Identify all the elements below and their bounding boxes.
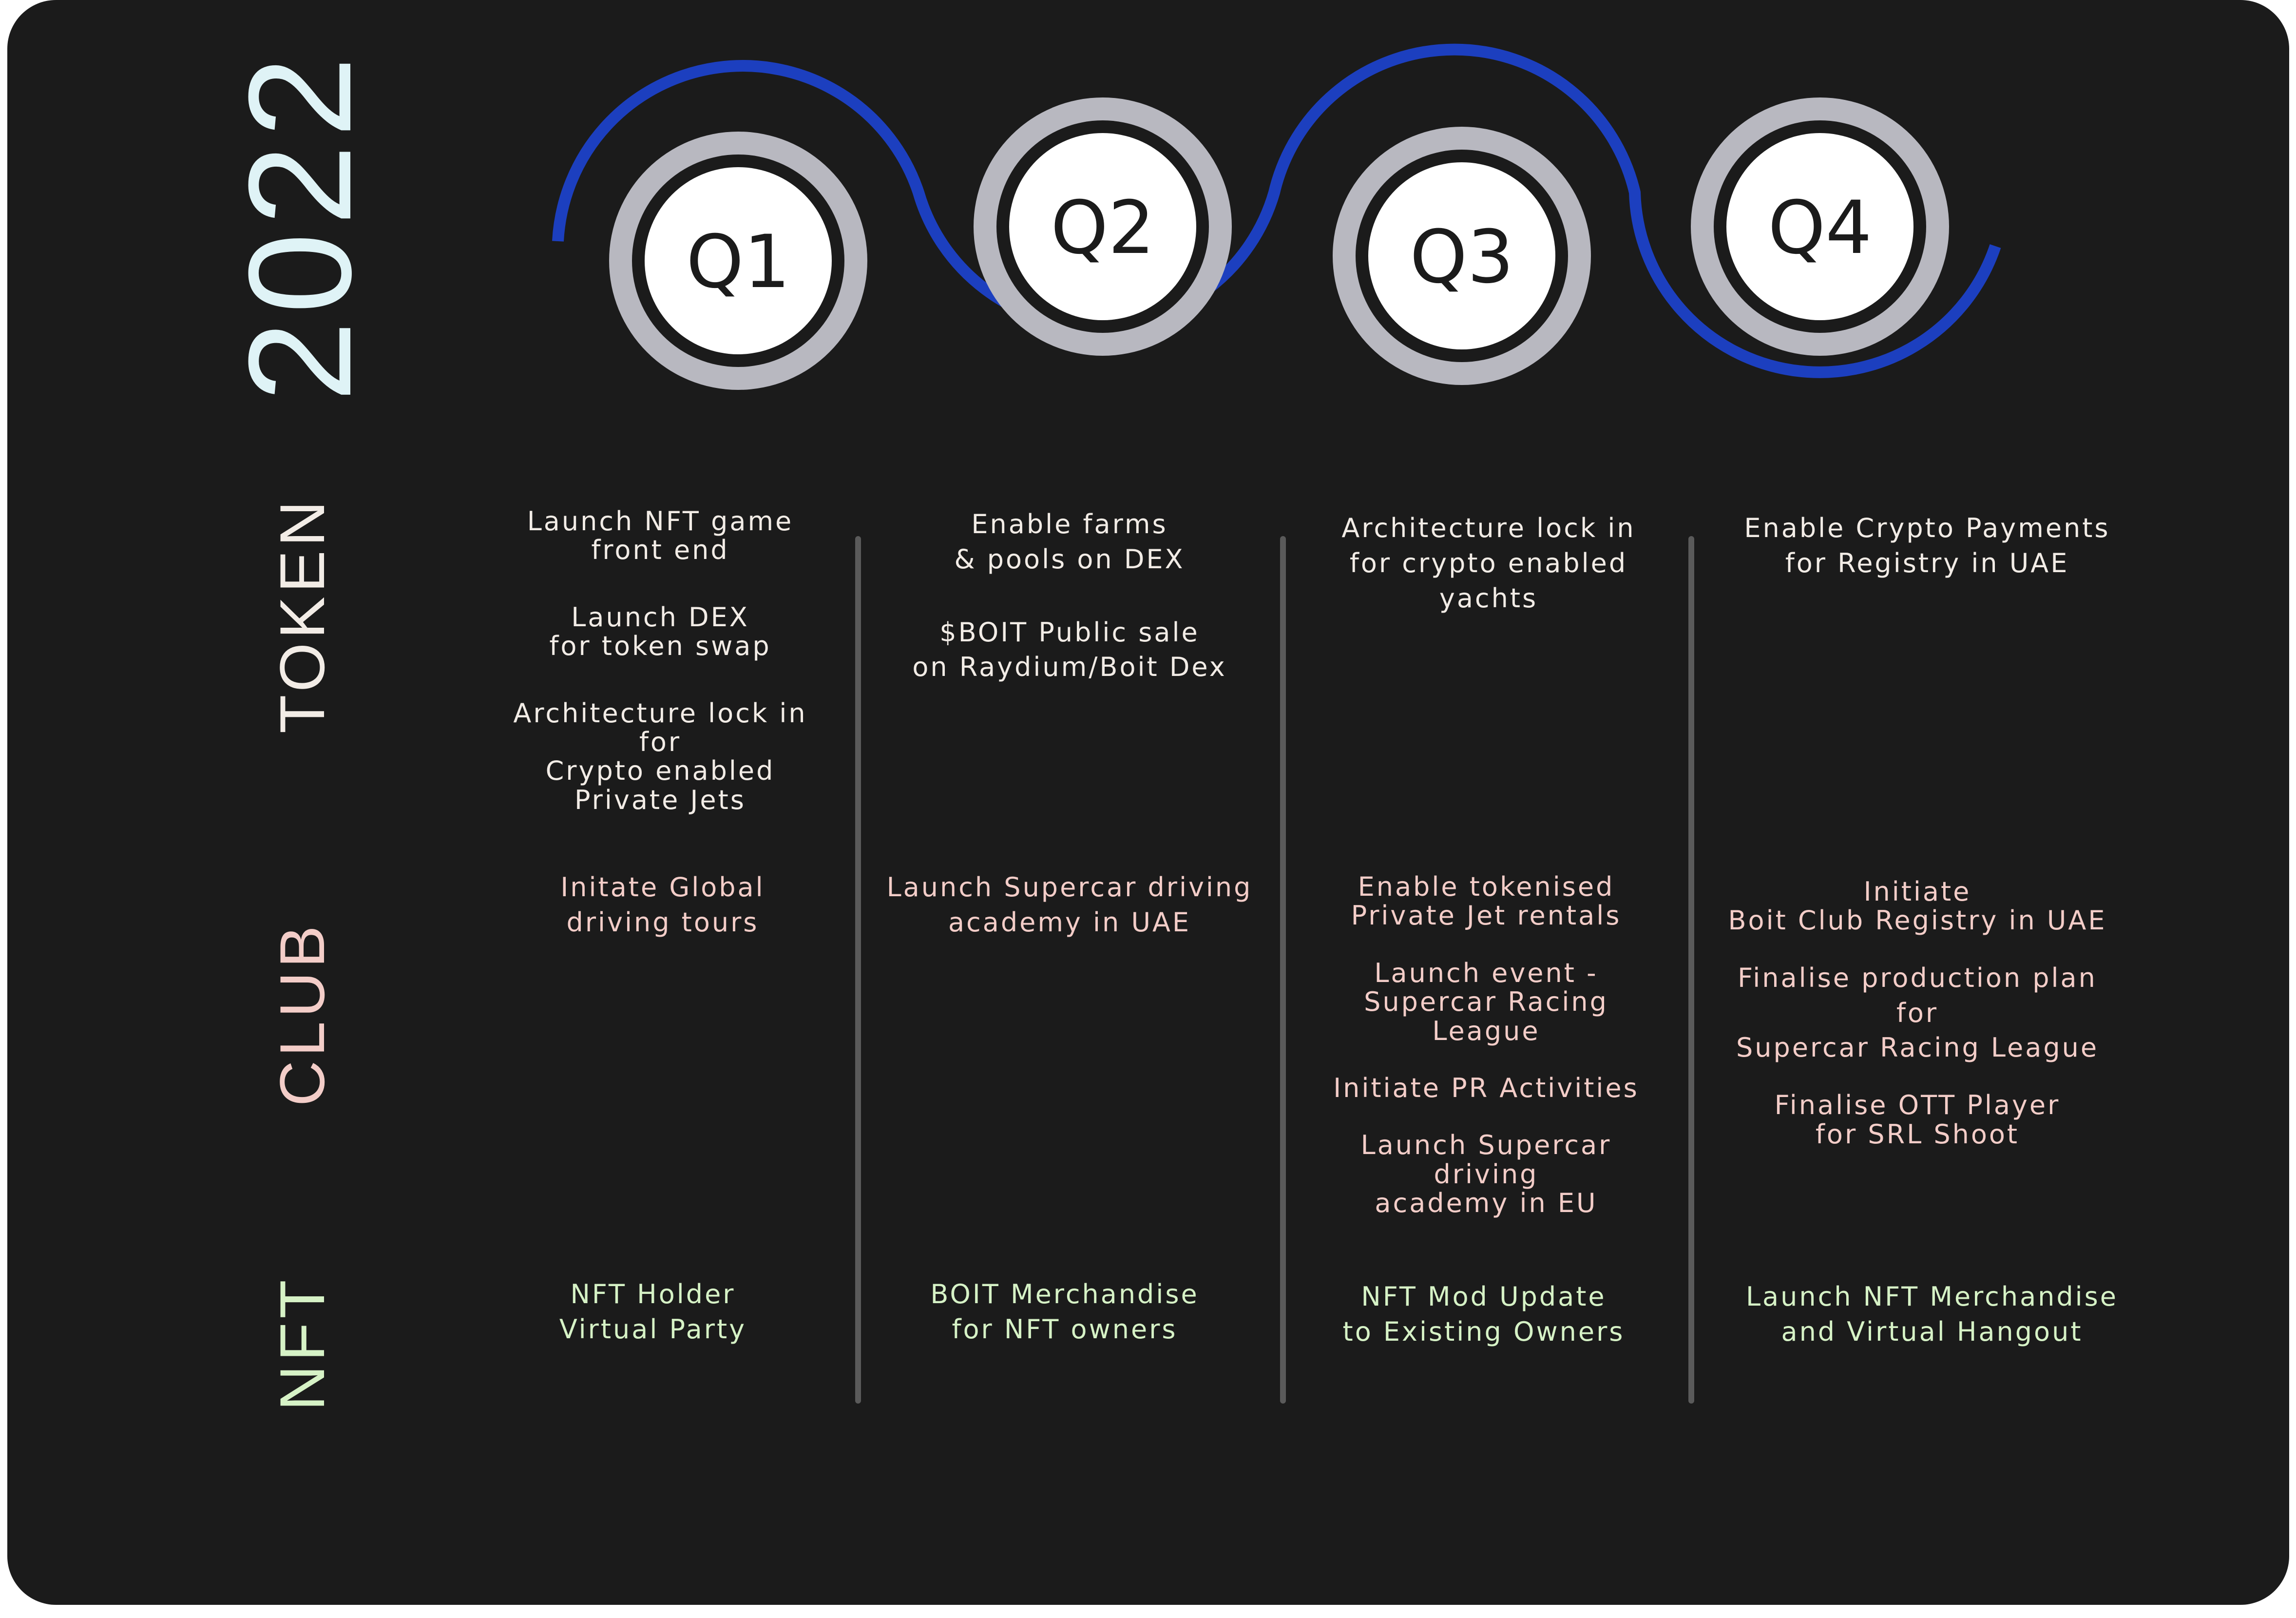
nft-q2: BOIT Merchandise for NFT owners [884, 1277, 1245, 1385]
token-q3: Architecture lock in for crypto enabled … [1313, 511, 1664, 654]
club-q3-item: Enable tokenised Private Jet rentals [1351, 871, 1622, 931]
token-q1: Launch NFT game front end Launch DEX for… [492, 507, 828, 852]
club-q1: Initate Global driving tours [509, 870, 816, 978]
row-label-token: TOKEN [267, 497, 338, 733]
column-divider-1 [855, 536, 861, 1404]
token-q4-item: Enable Crypto Payments for Registry in U… [1744, 513, 2110, 578]
nft-q4-item: Launch NFT Merchandise and Virtual Hango… [1745, 1281, 2119, 1347]
token-q2-item: Enable farms & pools on DEX [954, 509, 1185, 575]
club-q4-item: Initiate Boit Club Registry in UAE [1728, 876, 2107, 936]
token-q2-item: $BOIT Public sale on Raydium/Boit Dex [912, 616, 1227, 683]
nft-q1-item: NFT Holder Virtual Party [559, 1279, 747, 1345]
nft-q4: Launch NFT Merchandise and Virtual Hango… [1713, 1279, 2151, 1387]
token-q1-item: Launch DEX for token swap [549, 601, 771, 662]
row-label-club: CLUB [267, 922, 338, 1106]
token-q1-item: Architecture lock in for Crypto enabled … [513, 697, 807, 815]
nft-q1: NFT Holder Virtual Party [504, 1277, 802, 1385]
nft-q3-item: NFT Mod Update to Existing Owners [1342, 1281, 1625, 1347]
quarter-node-q2: Q2 [974, 97, 1232, 356]
quarter-label-q4: Q4 [1768, 186, 1872, 270]
quarter-node-q1: Q1 [609, 132, 867, 390]
club-q2: Launch Supercar driving academy in UAE [880, 870, 1260, 978]
club-q3-item: Launch Supercar driving academy in EU [1360, 1130, 1612, 1219]
column-divider-2 [1280, 536, 1286, 1404]
club-q3-item: Initiate PR Activities [1333, 1072, 1639, 1103]
row-label-nft: NFT [267, 1276, 338, 1411]
club-q3-item: Launch event - Supercar Racing League [1364, 957, 1608, 1046]
nft-q2-item: BOIT Merchandise for NFT owners [930, 1279, 1199, 1345]
club-q4: Initiate Boit Club Registry in UAE Final… [1713, 877, 2122, 1187]
timeline-arc [552, 43, 2001, 378]
club-q4-item: Finalise OTT Player for SRL Shoot [1774, 1090, 2061, 1150]
quarter-node-q3: Q3 [1333, 127, 1591, 385]
quarter-label-q1: Q1 [686, 220, 790, 305]
token-q4: Enable Crypto Payments for Registry in U… [1713, 511, 2142, 619]
quarter-label-q2: Q2 [1051, 186, 1155, 270]
quarter-timeline: Q1 Q2 Q3 Q4 [552, 43, 2001, 390]
token-q3-item: Architecture lock in for crypto enabled … [1341, 513, 1636, 614]
roadmap-card: 2022 TOKEN CLUB NFT Q1 Q2 Q3 Q4 [7, 0, 2289, 1605]
column-divider-3 [1688, 536, 1694, 1404]
token-q2: Enable farms & pools on DEX $BOIT Public… [884, 507, 1255, 723]
club-q2-item: Launch Supercar driving academy in UAE [886, 872, 1253, 938]
nft-q3: NFT Mod Update to Existing Owners [1313, 1279, 1654, 1387]
club-q4-item: Finalise production plan for Supercar Ra… [1736, 962, 2099, 1063]
quarter-label-q3: Q3 [1410, 215, 1514, 300]
club-q1-item: Initate Global driving tours [560, 872, 765, 938]
token-q1-item: Launch NFT game front end [527, 506, 794, 566]
club-q3: Enable tokenised Private Jet rentals Lau… [1308, 872, 1664, 1256]
quarter-node-q4: Q4 [1691, 97, 1949, 356]
